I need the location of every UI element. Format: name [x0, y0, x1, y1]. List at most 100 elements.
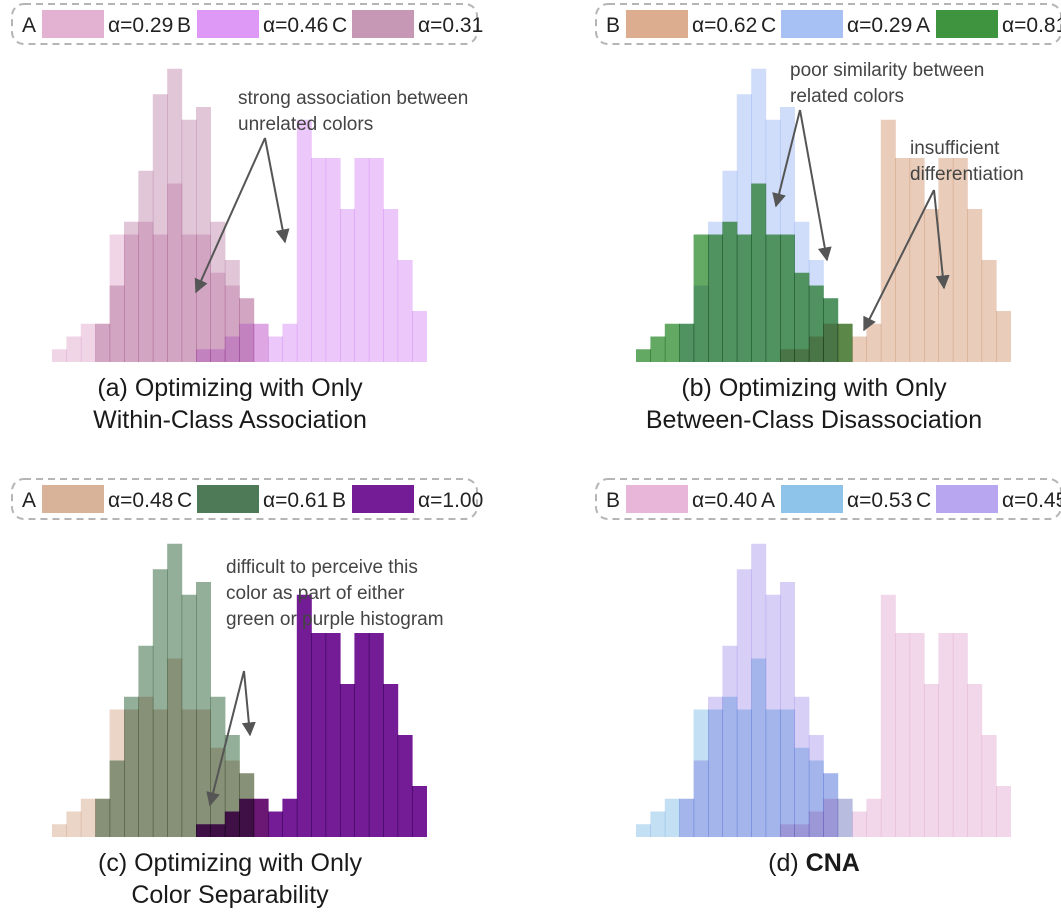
bar — [138, 645, 154, 837]
legend-label: C — [177, 489, 192, 512]
bar — [296, 594, 312, 837]
legend-swatch — [352, 485, 414, 513]
legend-label: B — [606, 14, 620, 37]
annotation-arrow — [933, 189, 950, 290]
legend-swatch — [626, 485, 688, 513]
annotation-arrow — [194, 137, 266, 294]
bar — [167, 543, 183, 837]
caption: (a) Optimizing with Only Within-Class Ass… — [93, 374, 367, 434]
bar — [340, 209, 355, 362]
bar — [780, 234, 795, 362]
bar — [268, 336, 283, 362]
caption-line-1: (c) Optimizing with Only — [98, 849, 362, 877]
bar — [880, 594, 896, 837]
bar — [210, 696, 226, 837]
legend-label: C — [916, 489, 931, 512]
bar — [996, 786, 1011, 837]
bar — [268, 811, 283, 837]
bar — [383, 209, 399, 362]
bar — [325, 633, 341, 837]
bar — [138, 170, 154, 362]
bar — [722, 221, 738, 362]
bar — [224, 336, 240, 362]
bar — [325, 158, 341, 362]
bar — [282, 323, 298, 362]
legend-label: B — [332, 489, 346, 512]
caption-line-1: (b) Optimizing with Only — [681, 374, 947, 402]
annotation: poor similarity between related colors — [772, 60, 984, 262]
bar — [311, 633, 327, 837]
legend-swatch — [781, 485, 843, 513]
bar — [95, 798, 111, 837]
legend-label: C — [761, 14, 776, 37]
bar — [152, 569, 168, 837]
legend-alpha: α=0.62 — [692, 14, 757, 37]
legend-swatch — [197, 10, 259, 38]
bar — [210, 824, 226, 837]
bar — [736, 709, 752, 837]
bar — [909, 633, 925, 837]
bar — [636, 349, 651, 362]
caption: (d) CNA — [768, 849, 860, 877]
legend-swatch — [936, 10, 998, 38]
series-A — [636, 658, 853, 837]
legend-label: B — [177, 14, 191, 37]
bar — [181, 594, 197, 837]
bar — [354, 158, 370, 362]
bar — [239, 323, 255, 362]
bar — [397, 735, 413, 837]
bar — [952, 158, 968, 362]
bar — [196, 582, 211, 837]
bar — [780, 709, 795, 837]
annotation-text: poor similarity between — [790, 60, 984, 81]
histogram — [636, 68, 1011, 362]
caption-line-2: Between-Class Disassociation — [646, 406, 982, 434]
bar — [794, 272, 810, 362]
bar — [95, 323, 111, 362]
bar — [412, 786, 427, 837]
bar — [340, 684, 355, 837]
bar — [52, 824, 67, 837]
bar — [412, 311, 427, 362]
bar — [368, 158, 384, 362]
annotation-text: green or purple histogram — [226, 609, 444, 630]
bar — [866, 798, 882, 837]
legend-swatch — [42, 485, 104, 513]
bar — [354, 633, 370, 837]
bar — [823, 298, 839, 362]
caption: (b) Optimizing with Only Between-Class Di… — [646, 374, 982, 434]
annotation: insufficient differentiation — [863, 138, 1024, 332]
bar — [981, 260, 997, 362]
bar — [880, 119, 896, 362]
series-C — [95, 68, 255, 362]
legend-border — [595, 478, 1061, 520]
legend-alpha: α=0.81 — [1002, 14, 1061, 37]
bar — [210, 221, 226, 362]
bar — [296, 119, 312, 362]
bar — [808, 285, 824, 362]
legend-alpha: α=0.29 — [847, 14, 912, 37]
annotation-text: related colors — [790, 86, 904, 107]
legend-alpha: α=0.29 — [108, 14, 173, 37]
bar — [852, 811, 867, 837]
legend-label: A — [916, 14, 930, 37]
bar — [866, 323, 882, 362]
histogram — [636, 543, 1011, 837]
bar — [751, 183, 767, 362]
bar — [282, 798, 298, 837]
series-C — [95, 543, 255, 837]
legend-swatch — [936, 485, 998, 513]
legend-alpha: α=0.31 — [418, 14, 483, 37]
bar — [664, 798, 680, 837]
annotation-text: strong association between — [238, 88, 468, 109]
annotation-arrow — [863, 189, 935, 332]
legend-alpha: α=0.45 — [1002, 489, 1061, 512]
legend-swatch — [42, 10, 104, 38]
legend-alpha: α=0.40 — [692, 489, 757, 512]
bar — [751, 658, 767, 837]
legend-border — [595, 3, 1061, 45]
